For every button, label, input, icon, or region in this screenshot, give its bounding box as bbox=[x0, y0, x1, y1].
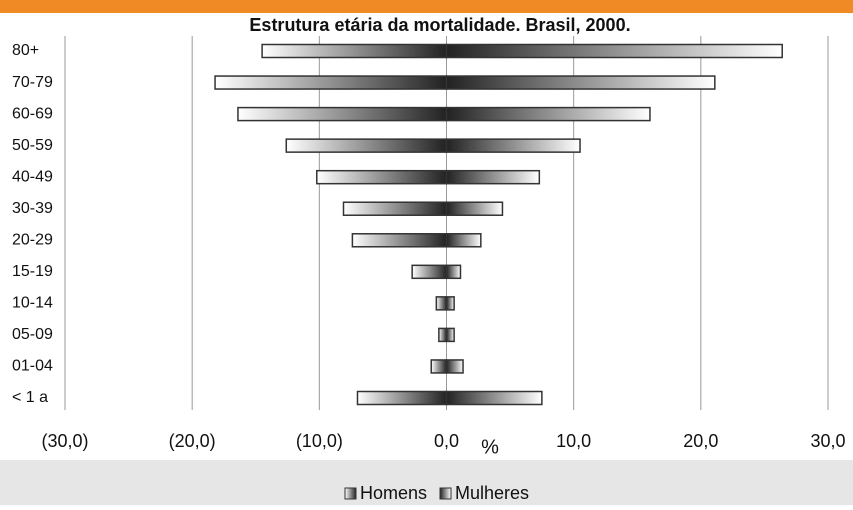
y-tick-label: 05-09 bbox=[12, 326, 53, 343]
bar bbox=[445, 327, 455, 343]
y-tick-label: 15-19 bbox=[12, 263, 53, 280]
legend-label: Homens bbox=[360, 483, 427, 503]
x-tick-label: (30,0) bbox=[41, 431, 88, 451]
legend-swatch bbox=[344, 487, 357, 500]
bar bbox=[435, 296, 448, 311]
bar bbox=[214, 75, 448, 90]
y-tick-label: 30-39 bbox=[12, 200, 53, 217]
y-tick-label: 20-29 bbox=[12, 231, 53, 248]
y-tick-label: 60-69 bbox=[12, 105, 53, 122]
bar bbox=[445, 201, 504, 216]
bar bbox=[342, 201, 448, 216]
legend-label: Mulheres bbox=[455, 483, 529, 503]
bar bbox=[445, 390, 543, 406]
bar bbox=[445, 233, 482, 248]
y-tick-label: 01-04 bbox=[12, 358, 53, 375]
bar bbox=[316, 169, 448, 185]
bar bbox=[445, 296, 455, 311]
x-tick-label: (10,0) bbox=[296, 431, 343, 451]
chart-title: Estrutura etária da mortalidade. Brasil,… bbox=[249, 15, 630, 35]
bar bbox=[445, 264, 462, 280]
bar bbox=[237, 106, 448, 122]
bar bbox=[430, 359, 448, 374]
bar bbox=[445, 43, 783, 59]
y-tick-label: 50-59 bbox=[12, 137, 53, 154]
bar bbox=[261, 43, 448, 59]
bar bbox=[445, 359, 464, 374]
y-tick-label: 10-14 bbox=[12, 295, 53, 312]
x-tick-label: (20,0) bbox=[169, 431, 216, 451]
y-tick-label: 40-49 bbox=[12, 168, 53, 185]
bar bbox=[411, 264, 448, 280]
x-tick-label: 30,0 bbox=[810, 431, 845, 451]
bar bbox=[438, 327, 448, 343]
bar bbox=[445, 138, 581, 153]
x-axis-label: % bbox=[481, 436, 499, 458]
bar bbox=[285, 138, 448, 153]
bar bbox=[445, 169, 541, 185]
y-tick-label: 80+ bbox=[12, 42, 39, 59]
x-tick-label: 10,0 bbox=[556, 431, 591, 451]
y-tick-label: 70-79 bbox=[12, 74, 53, 91]
y-tick-label: < 1 a bbox=[12, 389, 48, 406]
legend-area bbox=[0, 460, 853, 505]
bar bbox=[351, 233, 448, 248]
bar bbox=[445, 75, 716, 90]
top-stripe bbox=[0, 0, 853, 13]
x-tick-label: 0,0 bbox=[434, 431, 459, 451]
x-tick-label: 20,0 bbox=[683, 431, 718, 451]
legend-swatch bbox=[439, 487, 452, 500]
bar bbox=[356, 390, 448, 406]
bar bbox=[445, 106, 651, 122]
